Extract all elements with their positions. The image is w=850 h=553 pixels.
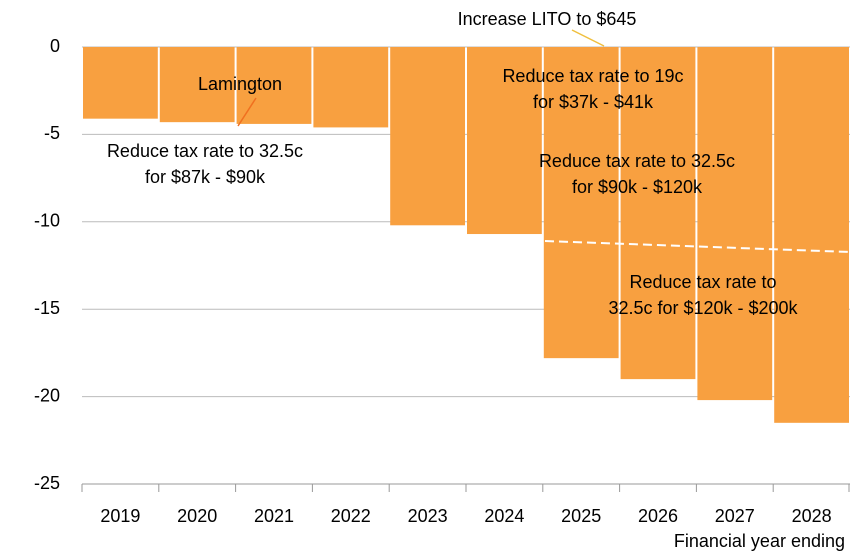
- bars: [83, 47, 849, 423]
- y-tick-label: -15: [34, 298, 60, 318]
- annotation: Reduce tax rate to: [629, 272, 776, 292]
- x-tick-label: 2021: [254, 506, 294, 526]
- annotation: Reduce tax rate to 32.5c: [539, 151, 735, 171]
- x-tick-label: 2028: [792, 506, 832, 526]
- bar: [83, 47, 158, 119]
- leader-line: [571, 29, 605, 47]
- x-tick-label: 2020: [177, 506, 217, 526]
- y-tick-label: -25: [34, 473, 60, 493]
- bar: [313, 47, 389, 128]
- x-tick-label: 2027: [715, 506, 755, 526]
- labels: 0 -5 -10 -15 -20 -25 2019 2020 2021 2022 2023 2024 2…: [34, 9, 832, 526]
- bar: [236, 47, 312, 124]
- annotation: Lamington: [198, 74, 282, 94]
- x-tick-label: 2019: [100, 506, 140, 526]
- y-tick-label: 0: [50, 36, 60, 56]
- y-tick-label: -10: [34, 211, 60, 231]
- bar: [390, 47, 465, 226]
- x-tick-label: 2023: [408, 506, 448, 526]
- bar: [467, 47, 542, 235]
- annotation: 32.5c for $120k - $200k: [608, 298, 798, 318]
- bar: [159, 47, 235, 123]
- annotation: for $87k - $90k: [145, 167, 266, 187]
- x-axis-label: Financial year ending: [674, 531, 845, 551]
- bar: [543, 47, 619, 359]
- annotation: Reduce tax rate to 19c: [502, 66, 683, 86]
- annotation: for $90k - $120k: [572, 177, 703, 197]
- bar: [774, 47, 849, 423]
- annotation: Increase LITO to $645: [458, 9, 637, 29]
- annotation: for $37k - $41k: [533, 92, 654, 112]
- x-tick-label: 2026: [638, 506, 678, 526]
- y-tick-label: -20: [34, 385, 60, 405]
- bar: [697, 47, 773, 401]
- bar: [620, 47, 696, 380]
- divider-line: [544, 240, 850, 253]
- y-tick-label: -5: [44, 123, 60, 143]
- x-tick-label: 2022: [331, 506, 371, 526]
- grid: [81, 46, 850, 492]
- x-tick-label: 2025: [561, 506, 601, 526]
- annotation: Reduce tax rate to 32.5c: [107, 141, 303, 161]
- leader-line: [237, 97, 257, 127]
- x-tick-label: 2024: [484, 506, 524, 526]
